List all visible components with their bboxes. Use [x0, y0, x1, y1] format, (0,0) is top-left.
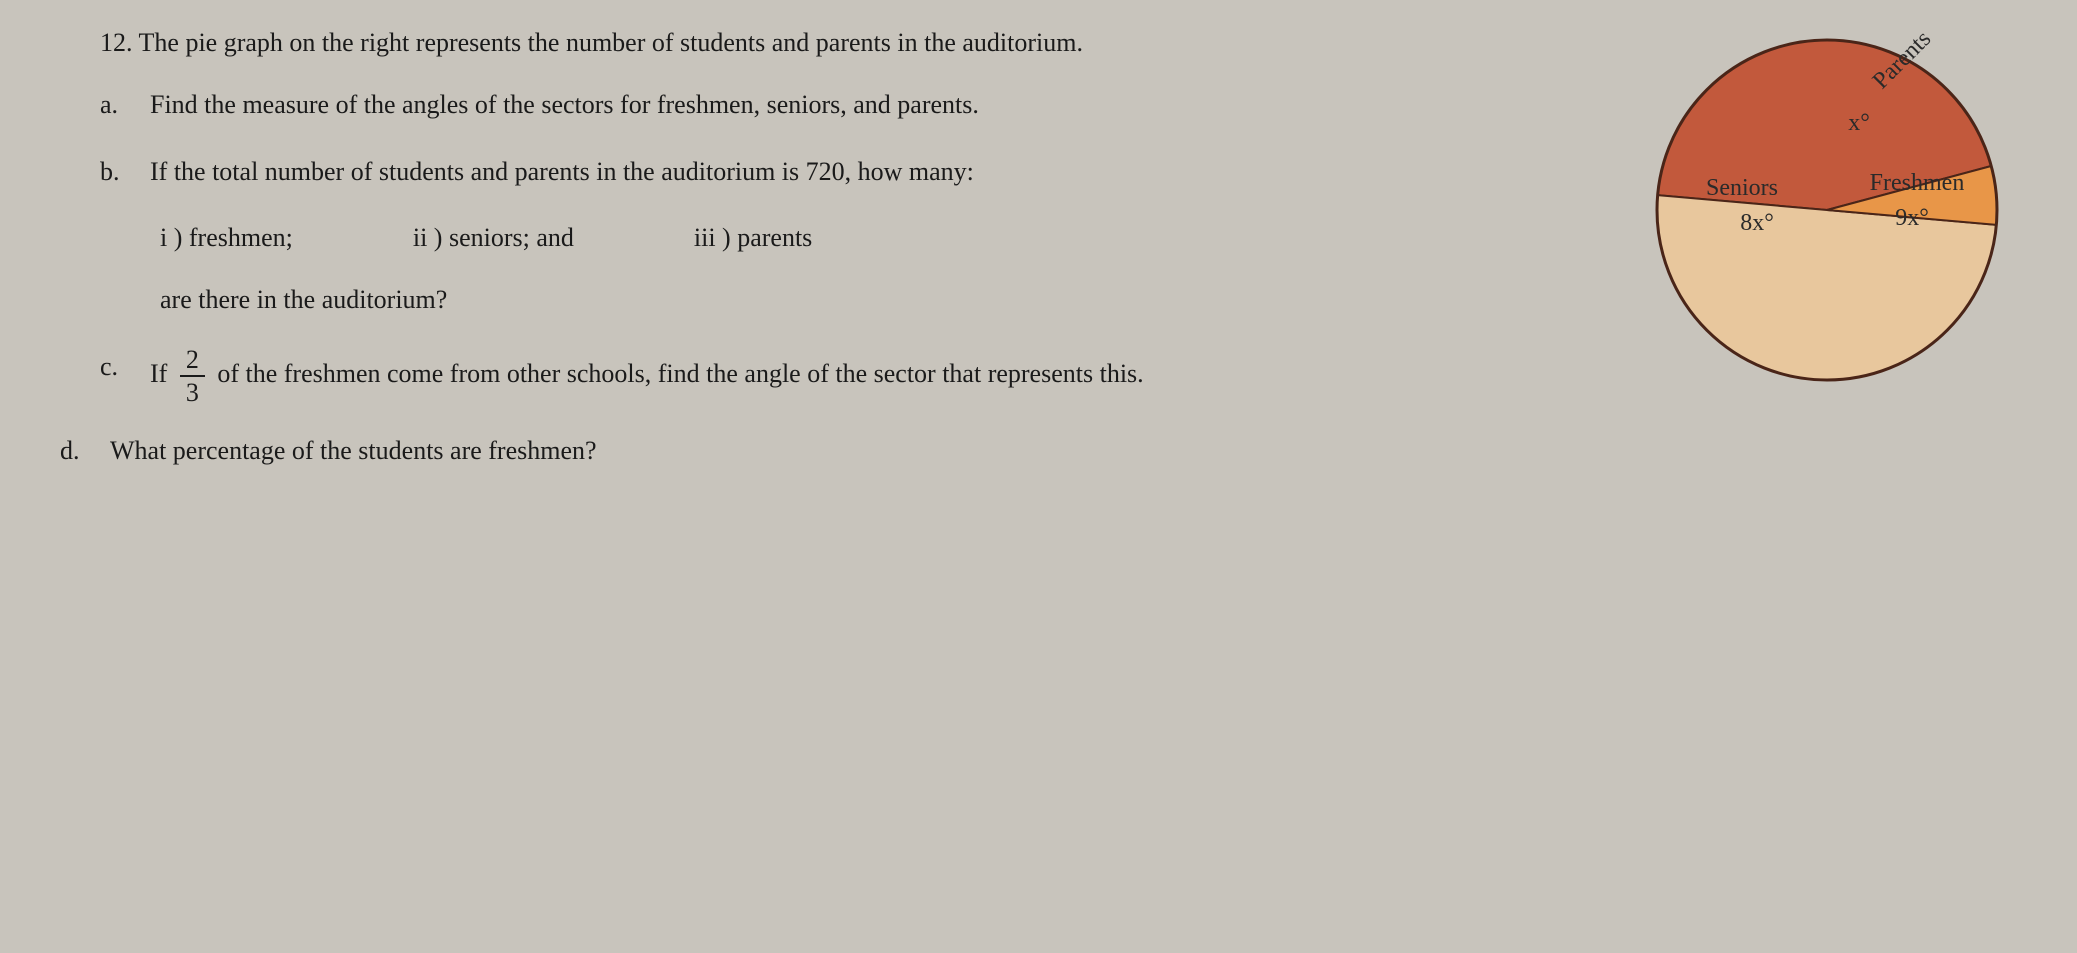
pie-label-freshmen: Freshmen: [1870, 170, 1965, 196]
fraction-two-thirds: 2 3: [180, 344, 205, 408]
pie-slices-group: [1657, 40, 1997, 380]
pie-label-seniors: Seniors: [1706, 175, 1778, 201]
item-b-iii: iii ) parents: [694, 215, 812, 262]
pie-chart-container: Seniors8x°Freshmen9x°Parentsx°: [1637, 10, 2017, 410]
item-b-ii: ii ) seniors; and: [413, 215, 574, 262]
item-a-text: Find the measure of the angles of the se…: [150, 82, 1400, 129]
pie-slice-freshmen: [1657, 195, 1996, 380]
intro-text: 12. The pie graph on the right represent…: [100, 28, 1083, 57]
item-d-text: What percentage of the students are fres…: [110, 428, 1360, 475]
item-b: b. If the total number of students and p…: [100, 149, 1400, 196]
question-intro: 12. The pie graph on the right represent…: [40, 20, 1440, 67]
item-b-i: i ) freshmen;: [160, 215, 293, 262]
pie-angle-label-freshmen: 9x°: [1895, 205, 1929, 231]
item-c-text-after: of the freshmen come from other schools,…: [217, 359, 1143, 388]
item-a-label: a.: [100, 82, 150, 129]
item-a: a. Find the measure of the angles of the…: [100, 82, 1400, 129]
item-b-followup: are there in the auditorium?: [160, 277, 1360, 324]
item-d: d. What percentage of the students are f…: [60, 428, 1360, 475]
pie-angle-label-parents: x°: [1848, 110, 1870, 136]
pie-chart-svg: Seniors8x°Freshmen9x°Parentsx°: [1637, 10, 2017, 410]
roman-items-row: i ) freshmen; ii ) seniors; and iii ) pa…: [160, 215, 1360, 262]
item-c-text-before: If: [150, 359, 174, 388]
item-c-label: c.: [100, 344, 150, 391]
fraction-denominator: 3: [180, 377, 205, 408]
fraction-numerator: 2: [180, 344, 205, 377]
item-b-text: If the total number of students and pare…: [150, 149, 1400, 196]
pie-angle-label-seniors: 8x°: [1740, 210, 1774, 236]
item-d-label: d.: [60, 428, 110, 475]
item-b-label: b.: [100, 149, 150, 196]
item-b-sub-items: i ) freshmen; ii ) seniors; and iii ) pa…: [160, 215, 1360, 324]
